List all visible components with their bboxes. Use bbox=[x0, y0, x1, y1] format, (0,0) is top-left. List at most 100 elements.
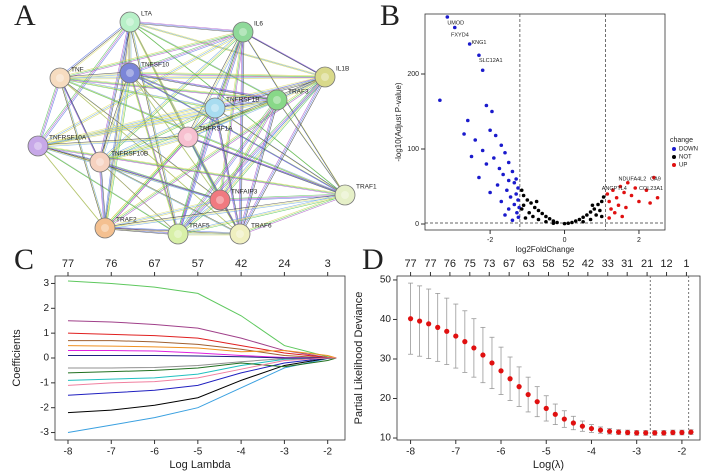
point bbox=[540, 211, 545, 216]
edge bbox=[214, 99, 278, 109]
legend-swatch bbox=[672, 163, 676, 167]
point bbox=[612, 210, 617, 215]
edge bbox=[214, 107, 241, 235]
cv-point bbox=[489, 360, 495, 366]
node-core bbox=[211, 104, 219, 112]
point bbox=[497, 166, 502, 171]
edge bbox=[105, 137, 190, 230]
top-tick-label: 42 bbox=[582, 258, 594, 270]
coefficient-path bbox=[67, 357, 337, 374]
edge bbox=[178, 195, 347, 236]
top-tick-label: 77 bbox=[62, 258, 74, 270]
cv-point bbox=[525, 391, 531, 398]
point bbox=[544, 214, 548, 219]
edge bbox=[98, 71, 130, 162]
cv-point bbox=[579, 423, 586, 429]
top-tick-label: 12 bbox=[660, 258, 672, 270]
y-tick-label: 2 bbox=[43, 303, 49, 314]
edge bbox=[59, 31, 244, 79]
x-tick-label: -4 bbox=[237, 447, 246, 458]
y-axis-label: Partial Likelihood Deviance bbox=[353, 292, 365, 425]
point bbox=[462, 132, 466, 136]
point bbox=[607, 216, 611, 220]
cv-point bbox=[407, 316, 414, 322]
edge bbox=[38, 78, 62, 148]
cv-point bbox=[688, 429, 694, 435]
x-tick-label: -8 bbox=[406, 447, 415, 458]
x-tick-label: -3 bbox=[632, 447, 641, 458]
x-axis-label: Log Lambda bbox=[169, 459, 231, 471]
y-tick-label: -1 bbox=[40, 377, 49, 388]
cv-point bbox=[507, 376, 513, 382]
edge bbox=[60, 22, 132, 80]
edge bbox=[98, 135, 188, 162]
edge bbox=[38, 108, 217, 148]
point bbox=[505, 188, 509, 193]
point bbox=[525, 198, 530, 202]
edge bbox=[100, 162, 180, 236]
point bbox=[445, 15, 450, 19]
point bbox=[629, 193, 634, 198]
edge bbox=[213, 106, 240, 234]
point bbox=[519, 207, 524, 211]
point bbox=[488, 128, 492, 133]
legend-label: DOWN bbox=[679, 147, 698, 153]
edge bbox=[38, 137, 190, 148]
node-label: TRAF6 bbox=[251, 223, 272, 230]
top-tick-label: 42 bbox=[235, 258, 247, 270]
cv-point bbox=[597, 427, 604, 433]
edge bbox=[130, 22, 347, 197]
coefficient-path bbox=[67, 357, 337, 414]
top-tick-label: 67 bbox=[503, 258, 515, 270]
edge bbox=[37, 145, 346, 196]
edge bbox=[104, 227, 179, 235]
x-tick-label: -5 bbox=[542, 447, 551, 458]
edge bbox=[103, 226, 178, 234]
node-label: IL6 bbox=[254, 21, 263, 28]
edge bbox=[36, 98, 277, 146]
point bbox=[499, 143, 504, 148]
top-tick-label: 52 bbox=[562, 258, 574, 270]
edge bbox=[242, 31, 326, 78]
edge bbox=[100, 162, 222, 202]
top-tick-label: 57 bbox=[192, 258, 204, 270]
edge bbox=[130, 22, 327, 79]
cv-point bbox=[615, 429, 622, 435]
point bbox=[573, 219, 578, 223]
node-label: TRAF3 bbox=[288, 89, 309, 96]
coefficient-path bbox=[67, 332, 337, 359]
edge bbox=[37, 77, 61, 147]
edge bbox=[186, 135, 345, 195]
cv-point bbox=[480, 352, 486, 358]
point bbox=[521, 193, 526, 198]
y-axis-label: -log10(Adjust P-value) bbox=[394, 82, 403, 161]
gene-label: COL23A1 bbox=[639, 186, 663, 192]
edge bbox=[60, 77, 327, 80]
edge bbox=[105, 228, 180, 236]
edge bbox=[130, 73, 180, 236]
node-label: TRAF2 bbox=[116, 217, 137, 224]
node-core bbox=[96, 158, 104, 166]
top-tick-label: 63 bbox=[522, 258, 534, 270]
edge bbox=[238, 98, 277, 234]
node-core bbox=[174, 230, 182, 238]
edge bbox=[240, 77, 327, 236]
node bbox=[94, 217, 116, 239]
node-label: TNF bbox=[71, 67, 84, 74]
edge bbox=[215, 108, 347, 197]
point bbox=[515, 210, 519, 215]
node-core bbox=[56, 74, 64, 82]
x-tick-label: -2 bbox=[323, 447, 332, 458]
point bbox=[562, 221, 567, 226]
node-label: TNFRSF1A bbox=[199, 126, 233, 133]
edge bbox=[98, 160, 220, 200]
point bbox=[519, 188, 524, 193]
edge bbox=[99, 136, 189, 163]
node-label: IL1B bbox=[336, 66, 349, 73]
edge bbox=[187, 136, 241, 235]
node-core bbox=[239, 28, 247, 36]
panel-label: D bbox=[362, 243, 384, 276]
y-tick-label: 20 bbox=[380, 393, 392, 404]
edge bbox=[36, 75, 325, 146]
cv-point bbox=[643, 430, 649, 436]
